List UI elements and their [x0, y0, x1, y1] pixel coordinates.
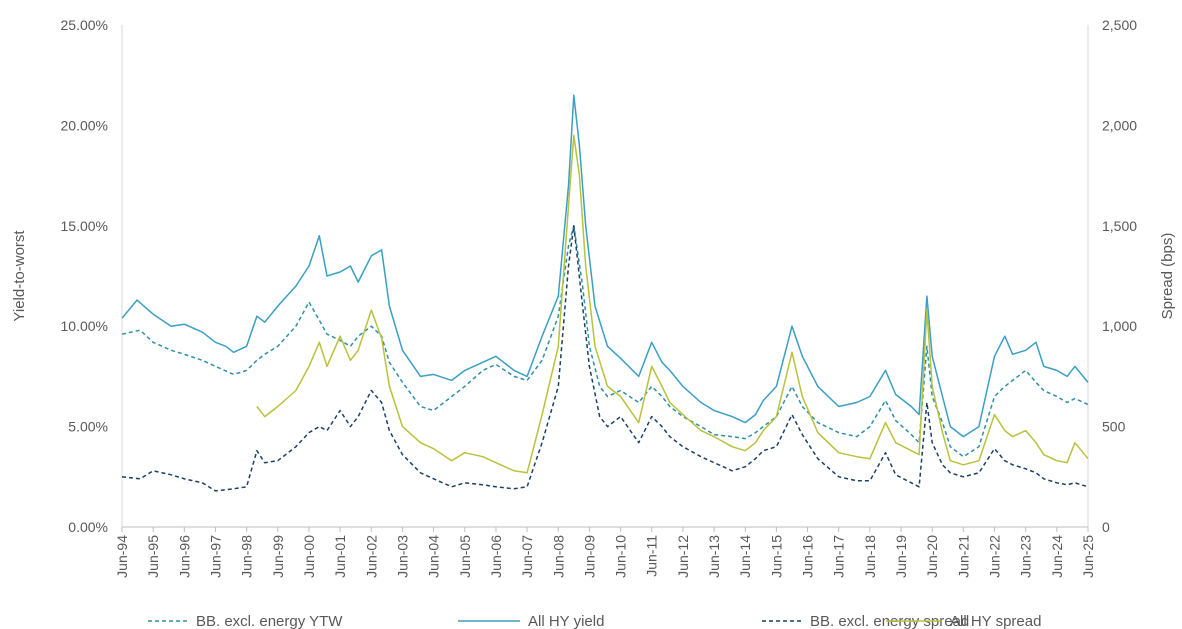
x-tick-label: Jun-24: [1049, 535, 1065, 578]
legend-label: All HY spread: [950, 613, 1041, 629]
y-right-tick-label: 2,500: [1102, 17, 1137, 33]
y-right-tick-labels: 0 500 1,000 1,500 2,000 2,500: [1102, 17, 1137, 535]
y-left-tick-label: 15.00%: [61, 218, 108, 234]
x-tick-label: Jun-96: [176, 535, 192, 578]
y-left-tick-label: 20.00%: [61, 117, 108, 133]
x-tick-label: Jun-20: [924, 535, 940, 578]
x-tick-label: Jun-25: [1080, 535, 1096, 578]
x-tick-label: Jun-99: [270, 535, 286, 578]
x-tick-label: Jun-97: [207, 535, 223, 578]
y-right-tick-label: 0: [1102, 519, 1110, 535]
y-left-tick-label: 10.00%: [61, 318, 108, 334]
x-tick-label: Jun-19: [893, 535, 909, 578]
x-tick-label: Jun-17: [831, 535, 847, 578]
x-tick-label: Jun-21: [955, 535, 971, 578]
x-tick-label: Jun-22: [987, 535, 1003, 578]
x-tick-label: Jun-95: [145, 535, 161, 578]
y-right-tick-label: 500: [1102, 419, 1126, 435]
x-tick-label: Jun-01: [332, 535, 348, 578]
x-tick-label: Jun-12: [675, 535, 691, 578]
x-tick-label: Jun-23: [1018, 535, 1034, 578]
x-tick-labels: Jun-94 Jun-95 Jun-96 Jun-97 Jun-98 Jun-99 Jun-…: [114, 527, 1096, 578]
y-right-tick-label: 1,500: [1102, 218, 1137, 234]
x-tick-label: Jun-09: [581, 535, 597, 578]
x-tick-label: Jun-02: [363, 535, 379, 578]
x-tick-label: Jun-18: [862, 535, 878, 578]
x-tick-label: Jun-15: [768, 535, 784, 578]
x-tick-label: Jun-07: [519, 535, 535, 578]
y-left-tick-labels: 0.00% 5.00% 10.00% 15.00% 20.00% 25.00%: [61, 17, 108, 535]
y-left-axis-title: Yield-to-worst: [11, 230, 28, 322]
legend-label: All HY yield: [528, 613, 604, 629]
x-tick-label: Jun-04: [426, 535, 442, 578]
x-tick-label: Jun-05: [457, 535, 473, 578]
x-tick-label: Jun-13: [706, 535, 722, 578]
y-left-tick-label: 25.00%: [61, 17, 108, 33]
series-line-all-hy-yield: [121, 94, 1089, 438]
legend: BB. excl. energy YTW All HY yield BB. excl…: [148, 613, 1041, 629]
x-tick-label: Jun-11: [644, 535, 660, 577]
x-tick-label: Jun-94: [114, 535, 130, 578]
series-line-all-hy-spread: [256, 134, 1089, 474]
x-tick-label: Jun-10: [613, 535, 629, 578]
x-tick-label: Jun-03: [394, 535, 410, 578]
y-right-tick-label: 1,000: [1102, 318, 1137, 334]
legend-label: BB. excl. energy YTW: [196, 613, 343, 629]
series-line-bb-excl-energy-spread: [121, 225, 1089, 492]
x-tick-label: Jun-00: [301, 535, 317, 578]
x-tick-label: Jun-16: [800, 535, 816, 578]
x-tick-label: Jun-14: [737, 535, 753, 578]
series-layer: [121, 94, 1089, 492]
series-line-bb-excl-energy-ytw: [121, 225, 1089, 458]
x-tick-label: Jun-06: [488, 535, 504, 578]
y-right-axis-title: Spread (bps): [1159, 233, 1176, 320]
y-left-tick-label: 0.00%: [68, 519, 108, 535]
y-left-tick-label: 5.00%: [68, 419, 108, 435]
x-tick-label: Jun-08: [550, 535, 566, 578]
y-right-tick-label: 2,000: [1102, 117, 1137, 133]
x-tick-label: Jun-98: [239, 535, 255, 578]
